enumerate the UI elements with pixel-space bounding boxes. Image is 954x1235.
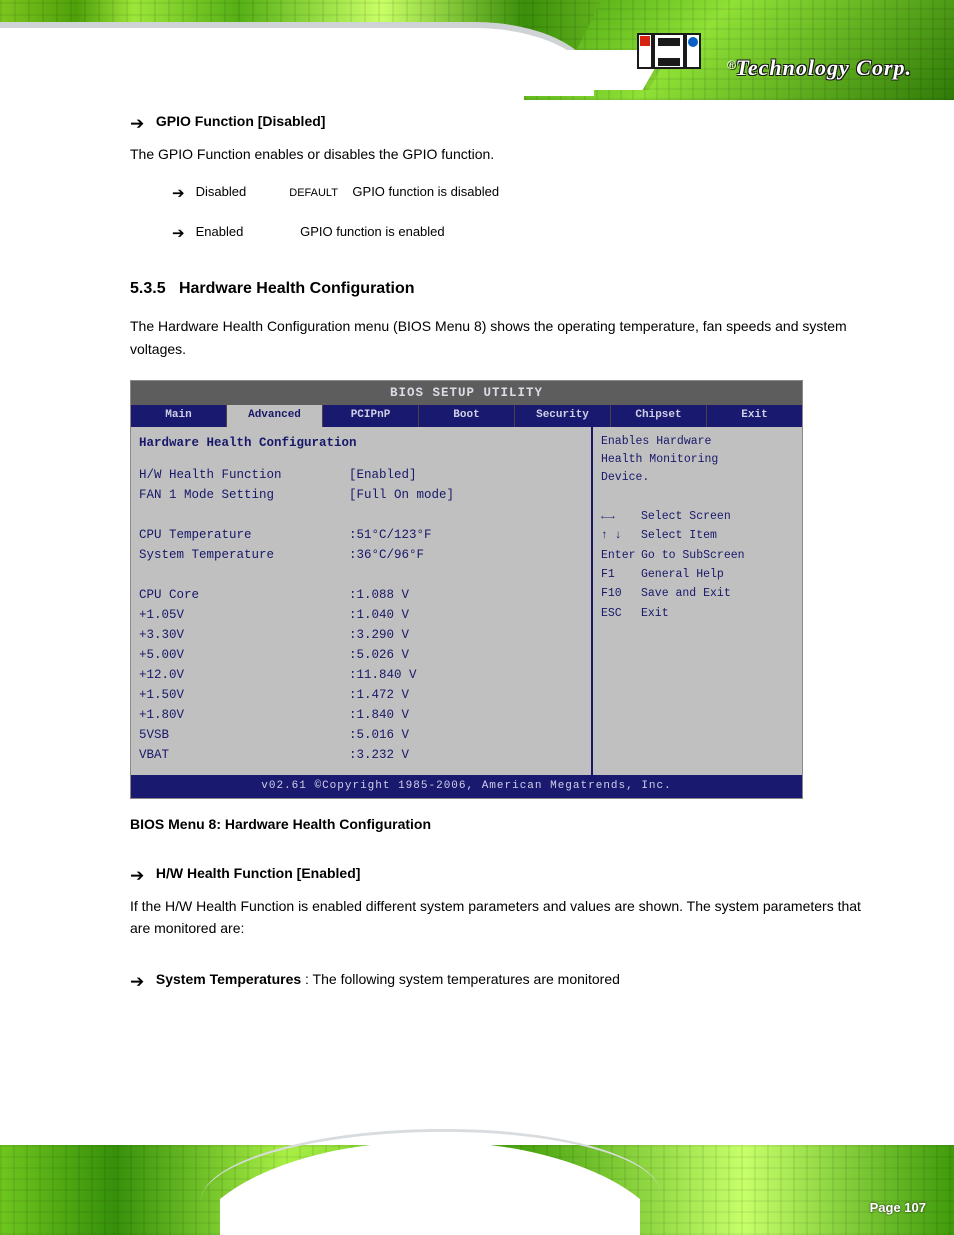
entry-label: H/W Health Function [Enabled]: [156, 865, 361, 881]
bios-left-pane: Hardware Health Configuration H/W Health…: [131, 427, 593, 775]
option-default: DEFAULT: [289, 187, 338, 199]
key-glyph-icon: Enter: [601, 547, 641, 565]
bios-menu-chipset: Chipset: [611, 405, 707, 427]
bios-menu-advanced: Advanced: [227, 405, 323, 427]
key-label: Select Item: [641, 529, 717, 542]
bios-menu-pcipnp: PCIPnP: [323, 405, 419, 427]
key-glyph-icon: ESC: [601, 605, 641, 623]
bios-hint: Enables Hardware Health Monitoring Devic…: [601, 433, 794, 488]
brand-text: Technology Corp.: [735, 55, 912, 81]
entry-body: The GPIO Function enables or disables th…: [130, 143, 884, 165]
bios-menu-boot: Boot: [419, 405, 515, 427]
option-text: GPIO function is enabled: [300, 224, 445, 239]
bios-row: +1.05V :1.040 V: [139, 605, 581, 625]
bios-row: System Temperature :36°C/96°F: [139, 545, 581, 565]
bios-left-header: Hardware Health Configuration: [139, 433, 581, 457]
section-number: 5.3.5: [130, 280, 166, 297]
iei-logo-icon: [636, 26, 704, 72]
bios-screenshot: BIOS SETUP UTILITY Main Advanced PCIPnP …: [130, 380, 803, 799]
key-glyph-icon: ↑ ↓: [601, 527, 641, 545]
bios-rows: H/W Health Function [Enabled]FAN 1 Mode …: [139, 465, 581, 765]
bios-key-row: EnterGo to SubScreen: [601, 547, 794, 565]
bios-row: CPU Temperature :51°C/123°F: [139, 525, 581, 545]
bios-key-row: F1General Help: [601, 566, 794, 584]
arrow-icon: ➔: [130, 968, 152, 995]
bios-row: +12.0V :11.840 V: [139, 665, 581, 685]
bios-row: FAN 1 Mode Setting [Full On mode]: [139, 485, 581, 505]
option-enabled: ➔ Enabled GPIO function is enabled: [172, 222, 884, 246]
bios-menu-bar: Main Advanced PCIPnP Boot Security Chips…: [131, 405, 802, 427]
bios-menu-security: Security: [515, 405, 611, 427]
section-paragraph: The Hardware Health Configuration menu (…: [130, 315, 884, 360]
bios-row: H/W Health Function [Enabled]: [139, 465, 581, 485]
swoosh-bottom: [220, 1105, 640, 1235]
key-glyph-icon: F10: [601, 585, 641, 603]
bios-key-row: ←→Select Screen: [601, 508, 794, 526]
bios-hint-line: Enables Hardware: [601, 433, 794, 451]
key-glyph-icon: ←→: [601, 508, 641, 526]
bios-row: +1.80V :1.840 V: [139, 705, 581, 725]
key-label: Go to SubScreen: [641, 549, 745, 562]
entry-label: GPIO Function [Disabled]: [156, 113, 326, 129]
doc-title: NANO-945GSE EPIC Motherboard: [297, 40, 484, 54]
swoosh-mid: [322, 50, 665, 90]
entry-label: System Temperatures: [156, 971, 301, 987]
arrow-icon: ➔: [172, 182, 192, 206]
page-content: ➔ GPIO Function [Disabled] The GPIO Func…: [130, 110, 884, 1023]
bios-title-bar: BIOS SETUP UTILITY: [131, 381, 802, 405]
bios-body: Hardware Health Configuration H/W Health…: [131, 427, 802, 775]
bios-hint-line: Health Monitoring: [601, 451, 794, 469]
bios-footer: v02.61 ©Copyright 1985-2006, American Me…: [131, 775, 802, 799]
bios-row: CPU Core :1.088 V: [139, 585, 581, 605]
key-label: Save and Exit: [641, 587, 731, 600]
entry-body: : The following system temperatures are …: [305, 971, 620, 987]
key-label: Select Screen: [641, 510, 731, 523]
bios-row: +1.50V :1.472 V: [139, 685, 581, 705]
key-glyph-icon: F1: [601, 566, 641, 584]
bios-menu-exit: Exit: [707, 405, 802, 427]
bottom-banner: Page 107: [0, 1120, 954, 1235]
arrow-icon: ➔: [130, 110, 152, 137]
bios-row: [139, 565, 581, 585]
bios-key-row: ↑ ↓Select Item: [601, 527, 794, 545]
page-number: Page 107: [870, 1200, 926, 1215]
section-title: Hardware Health Configuration: [179, 280, 415, 297]
entry-hw-health: ➔ H/W Health Function [Enabled] If the H…: [130, 862, 884, 940]
bios-key-row: ESCExit: [601, 605, 794, 623]
bios-row: +3.30V :3.290 V: [139, 625, 581, 645]
bios-hint-line: Device.: [601, 469, 794, 487]
entry-sys-temps: ➔ System Temperatures : The following sy…: [130, 968, 884, 995]
key-label: General Help: [641, 568, 724, 581]
option-name: Disabled: [196, 182, 286, 203]
key-label: Exit: [641, 607, 669, 620]
option-text: GPIO function is disabled: [352, 184, 499, 199]
option-name: Enabled: [196, 222, 286, 243]
entry-gpio-function: ➔ GPIO Function [Disabled] The GPIO Func…: [130, 110, 884, 246]
entry-body: If the H/W Health Function is enabled di…: [130, 895, 884, 940]
arrow-icon: ➔: [172, 222, 192, 246]
arrow-icon: ➔: [130, 862, 152, 889]
option-disabled: ➔ Disabled DEFAULT GPIO function is disa…: [172, 182, 884, 206]
bios-right-pane: Enables Hardware Health Monitoring Devic…: [593, 427, 802, 775]
bios-key-help: ←→Select Screen↑ ↓Select ItemEnterGo to …: [601, 508, 794, 623]
bios-row: VBAT :3.232 V: [139, 745, 581, 765]
bios-key-row: F10Save and Exit: [601, 585, 794, 603]
bios-caption: BIOS Menu 8: Hardware Health Configurati…: [130, 813, 884, 835]
bios-row: [139, 505, 581, 525]
section-heading: 5.3.5 Hardware Health Configuration: [130, 276, 884, 302]
bios-menu-main: Main: [131, 405, 227, 427]
bios-row: 5VSB :5.016 V: [139, 725, 581, 745]
bios-row: +5.00V :5.026 V: [139, 645, 581, 665]
